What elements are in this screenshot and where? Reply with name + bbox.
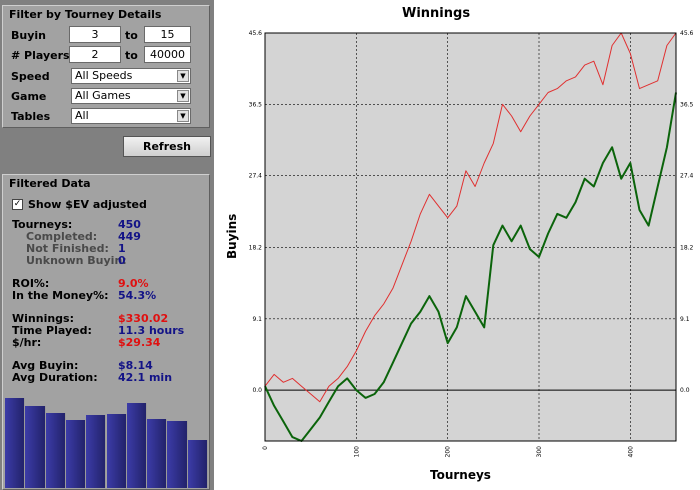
winnings-value: $330.02 bbox=[118, 312, 169, 325]
players-label: # Players bbox=[11, 49, 70, 62]
histogram bbox=[5, 386, 208, 488]
histogram-bar bbox=[147, 418, 168, 488]
game-select[interactable]: All Games ▼ bbox=[71, 88, 191, 104]
filter-group: Filter by Tourney Details Buyin 3 to 15 … bbox=[2, 5, 210, 128]
chart-title: Winnings bbox=[402, 6, 471, 21]
histogram-bar bbox=[5, 398, 26, 488]
histogram-bar bbox=[106, 413, 127, 488]
y-tick-label-right: 0.0 bbox=[680, 387, 690, 394]
roi-value: 9.0% bbox=[118, 277, 149, 290]
histogram-bar bbox=[25, 406, 46, 488]
winnings-label: Winnings: bbox=[12, 312, 74, 325]
completed-label: Completed: bbox=[26, 230, 98, 243]
buyin-label: Buyin bbox=[11, 29, 46, 42]
tourneys-value: 450 bbox=[118, 218, 141, 231]
chevron-down-icon[interactable]: ▼ bbox=[177, 70, 189, 82]
y-tick-label-left: 0.0 bbox=[252, 387, 262, 394]
y-tick-label-left: 18.2 bbox=[249, 245, 263, 252]
tables-select[interactable]: All ▼ bbox=[71, 108, 191, 124]
unknown-buyin-label: Unknown Buyin: bbox=[26, 254, 127, 267]
x-tick-label: 400 bbox=[627, 446, 634, 458]
chevron-down-icon[interactable]: ▼ bbox=[177, 90, 189, 102]
filter-group-title: Filter by Tourney Details bbox=[9, 8, 162, 21]
tables-select-value: All bbox=[75, 109, 89, 122]
y-tick-label-right: 45.6 bbox=[680, 30, 694, 37]
refresh-button[interactable]: Refresh bbox=[123, 136, 211, 157]
unknown-buyin-value: 0 bbox=[118, 254, 126, 267]
histogram-bar bbox=[45, 412, 66, 488]
buyin-max-field[interactable]: 15 bbox=[144, 26, 191, 43]
x-tick-label: 300 bbox=[536, 446, 543, 458]
x-axis-label: Tourneys bbox=[430, 468, 491, 482]
speed-select[interactable]: All Speeds ▼ bbox=[71, 68, 191, 84]
plot-area bbox=[265, 33, 676, 441]
players-max-field[interactable]: 40000 bbox=[144, 46, 191, 63]
x-tick-label: 0 bbox=[262, 446, 269, 450]
completed-value: 449 bbox=[118, 230, 141, 243]
time-played-value: 11.3 hours bbox=[118, 324, 185, 337]
x-tick-label: 200 bbox=[445, 446, 452, 458]
avg-buyin-value: $8.14 bbox=[118, 359, 153, 372]
avg-buyin-label: Avg Buyin: bbox=[12, 359, 79, 372]
show-ev-label: Show $EV adjusted bbox=[28, 198, 147, 211]
x-tick-label: 100 bbox=[353, 446, 360, 458]
avg-duration-value: 42.1 min bbox=[118, 371, 173, 384]
tourneys-label: Tourneys: bbox=[12, 218, 73, 231]
y-tick-label-right: 9.1 bbox=[680, 316, 690, 323]
left-panel: Filter by Tourney Details Buyin 3 to 15 … bbox=[0, 0, 214, 490]
filtered-data-title: Filtered Data bbox=[9, 177, 91, 190]
chevron-down-icon[interactable]: ▼ bbox=[177, 110, 189, 122]
not-finished-value: 1 bbox=[118, 242, 126, 255]
ev-adjusted-line bbox=[264, 32, 677, 403]
histogram-bar bbox=[86, 414, 107, 488]
buyin-to-label: to bbox=[125, 29, 138, 42]
y-tick-label-right: 18.2 bbox=[680, 245, 694, 252]
per-hour-label: $/hr: bbox=[12, 336, 42, 349]
game-label: Game bbox=[11, 90, 47, 103]
y-tick-label-right: 36.5 bbox=[680, 101, 694, 108]
players-to-label: to bbox=[125, 49, 138, 62]
speed-label: Speed bbox=[11, 70, 50, 83]
game-select-value: All Games bbox=[75, 89, 131, 102]
buyin-min-field[interactable]: 3 bbox=[69, 26, 121, 43]
speed-select-value: All Speeds bbox=[75, 69, 133, 82]
tables-label: Tables bbox=[11, 110, 51, 123]
per-hour-value: $29.34 bbox=[118, 336, 161, 349]
histogram-bar bbox=[126, 403, 148, 488]
histogram-bar bbox=[187, 440, 208, 488]
plot-frame bbox=[264, 32, 677, 442]
y-tick-label-left: 9.1 bbox=[252, 316, 262, 323]
y-tick-label-right: 27.4 bbox=[680, 173, 694, 180]
y-tick-label-left: 45.6 bbox=[249, 30, 263, 37]
y-tick-label-left: 36.5 bbox=[249, 101, 263, 108]
histogram-bar bbox=[65, 419, 87, 488]
time-played-label: Time Played: bbox=[12, 324, 92, 337]
roi-label: ROI%: bbox=[12, 277, 50, 290]
y-tick-label-left: 27.4 bbox=[249, 173, 263, 180]
itm-label: In the Money%: bbox=[12, 289, 109, 302]
show-ev-checkbox[interactable]: ✓ bbox=[12, 199, 23, 210]
histogram-bar bbox=[167, 420, 188, 488]
players-min-field[interactable]: 2 bbox=[69, 46, 121, 63]
winnings-line bbox=[264, 92, 677, 442]
itm-value: 54.3% bbox=[118, 289, 157, 302]
not-finished-label: Not Finished: bbox=[26, 242, 109, 255]
avg-duration-label: Avg Duration: bbox=[12, 371, 98, 384]
